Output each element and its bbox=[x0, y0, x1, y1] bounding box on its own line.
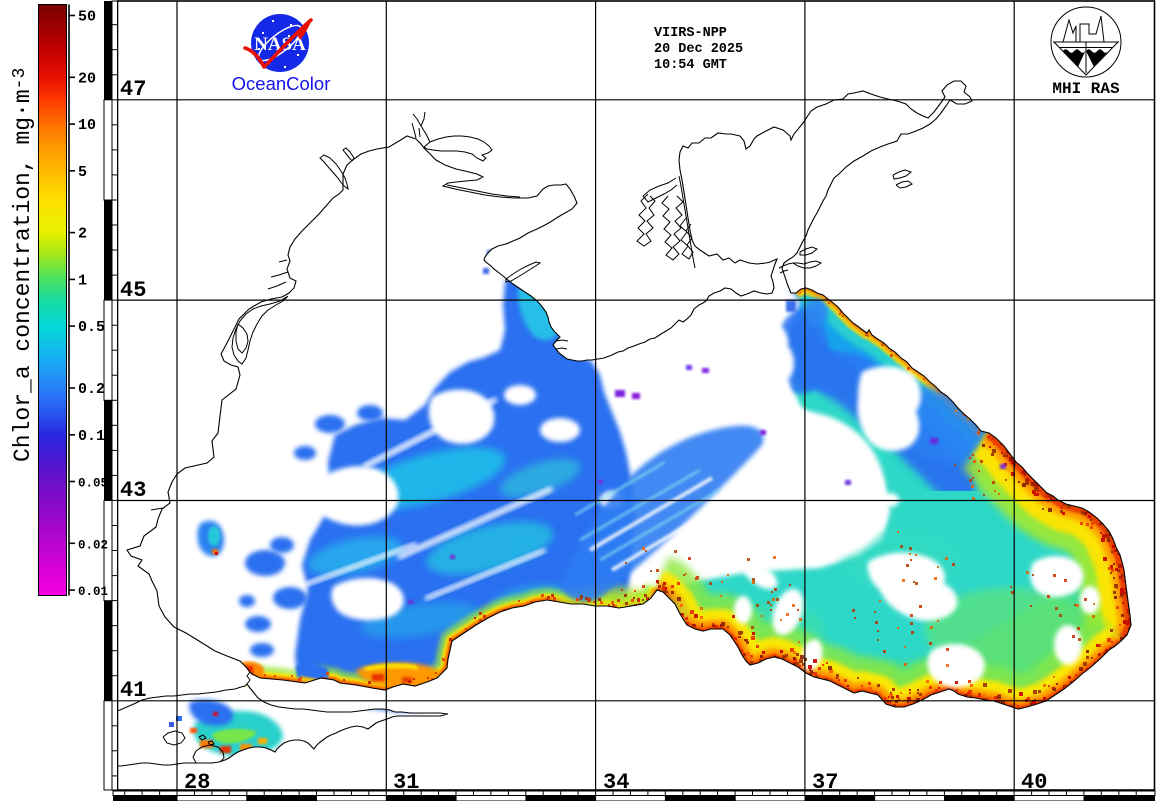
svg-text:0.5: 0.5 bbox=[78, 319, 105, 336]
svg-text:0.1: 0.1 bbox=[78, 428, 105, 445]
svg-text:0.02: 0.02 bbox=[78, 538, 108, 552]
svg-text:20 Dec 2025: 20 Dec 2025 bbox=[654, 42, 743, 57]
svg-text:50: 50 bbox=[78, 9, 96, 26]
svg-text:VIIRS-NPP: VIIRS-NPP bbox=[654, 26, 727, 41]
svg-text:5: 5 bbox=[78, 164, 87, 181]
svg-text:1: 1 bbox=[78, 272, 87, 289]
svg-text:0.05: 0.05 bbox=[78, 477, 108, 491]
svg-text:10:54 GMT: 10:54 GMT bbox=[654, 58, 727, 73]
svg-text:41: 41 bbox=[120, 678, 146, 703]
svg-text:0.2: 0.2 bbox=[78, 381, 105, 398]
svg-text:45: 45 bbox=[120, 278, 146, 303]
svg-text:0.01: 0.01 bbox=[78, 585, 108, 599]
svg-text:20: 20 bbox=[78, 70, 96, 87]
svg-text:MHI RAS: MHI RAS bbox=[1052, 80, 1120, 98]
svg-text:43: 43 bbox=[120, 478, 146, 503]
svg-text:OceanColor: OceanColor bbox=[232, 73, 331, 94]
svg-text:Chlor_a concentration, mg·m-3: Chlor_a concentration, mg·m-3 bbox=[10, 68, 36, 462]
svg-text:2: 2 bbox=[78, 226, 87, 243]
svg-text:10: 10 bbox=[78, 117, 96, 134]
svg-text:47: 47 bbox=[120, 77, 146, 102]
